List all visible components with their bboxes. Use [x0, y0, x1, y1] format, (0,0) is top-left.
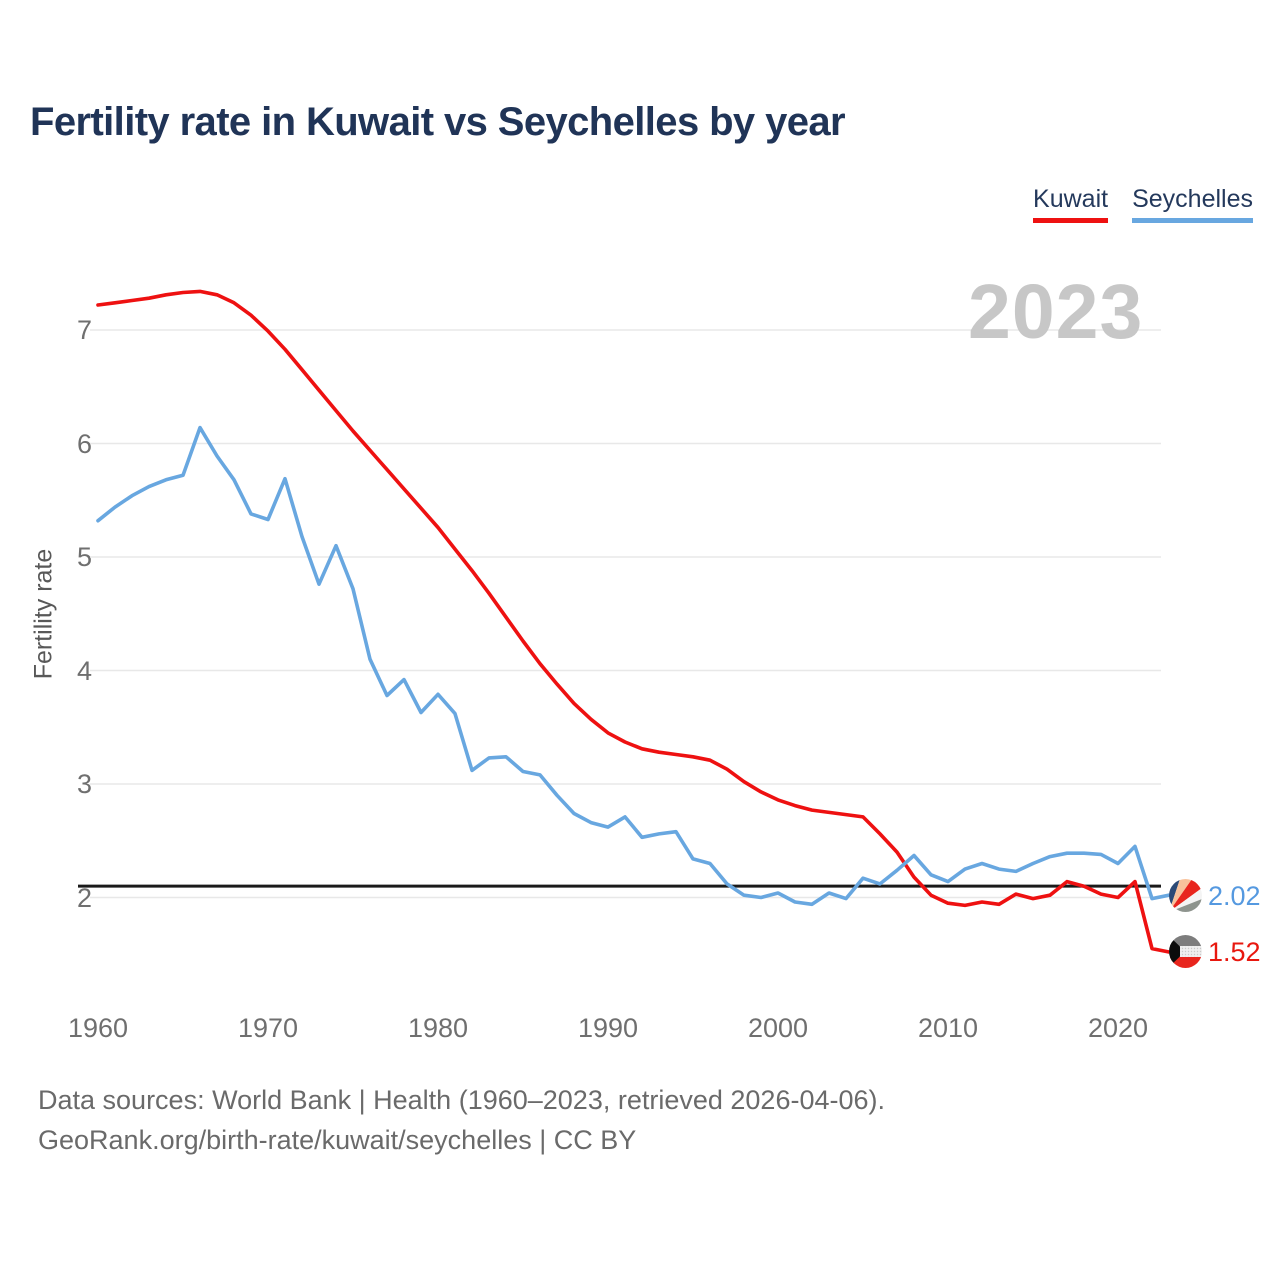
y-tick-label: 6 [76, 428, 92, 459]
y-tick-label: 2 [76, 882, 92, 913]
x-tick-label: 2000 [747, 1013, 809, 1043]
y-tick-label: 4 [76, 655, 92, 686]
legend-item-seychelles[interactable]: Seychelles [1132, 185, 1253, 223]
series-line-seychelles [96, 425, 1171, 907]
kuwait-flag-icon [1169, 935, 1202, 973]
series-line-kuwait [96, 289, 1171, 954]
x-tick-label: 1960 [67, 1013, 129, 1043]
data-sources-note: Data sources: World Bank | Health (1960–… [38, 1085, 885, 1115]
x-tick-label: 1980 [407, 1013, 469, 1043]
legend-label-seychelles: Seychelles [1132, 185, 1253, 213]
x-tick-label: 2010 [917, 1013, 979, 1043]
legend-underline-seychelles [1132, 218, 1253, 223]
seychelles-end-value: 2.02 [1208, 880, 1261, 911]
y-tick-label: 7 [76, 315, 92, 345]
x-tick-label: 1970 [237, 1013, 299, 1043]
y-tick-label: 3 [76, 769, 92, 799]
y-tick-label: 5 [76, 542, 92, 572]
page-title: Fertility rate in Kuwait vs Seychelles b… [30, 100, 846, 144]
seychelles-flag-icon [1169, 878, 1202, 917]
x-tick-label: 1990 [577, 1013, 639, 1043]
legend-label-kuwait: Kuwait [1033, 185, 1109, 213]
hover-year-watermark: 2023 [968, 269, 1144, 355]
legend-item-kuwait[interactable]: Kuwait [1033, 185, 1109, 223]
x-tick-label: 2020 [1087, 1013, 1149, 1043]
attribution-note: GeoRank.org/birth-rate/kuwait/seychelles… [38, 1125, 637, 1155]
kuwait-end-value: 1.52 [1208, 937, 1261, 968]
legend: Kuwait Seychelles [1033, 185, 1253, 223]
legend-underline-kuwait [1033, 218, 1109, 223]
